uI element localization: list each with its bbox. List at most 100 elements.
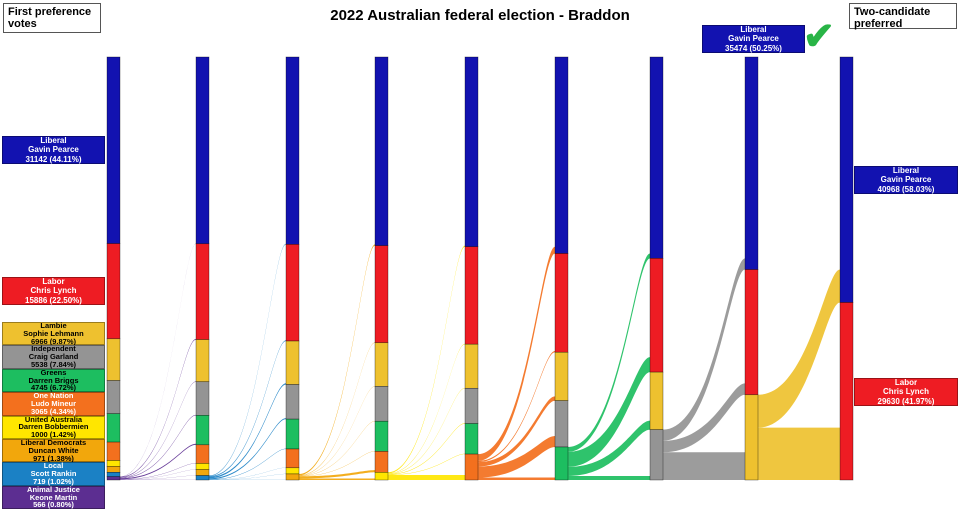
round-5-bar-GRN [464, 423, 479, 455]
flow-ribbon-AJP-to-ALP [120, 338, 196, 478]
candidate-votes: 971 (1.38%) [33, 453, 74, 463]
winner-votes: 35474 (50.25%) [725, 43, 782, 53]
flow-ribbon-JLN-to-ALP [758, 427, 840, 480]
round-2-bar-ON [195, 444, 210, 464]
flow-ribbon-ON-to-JLN [478, 396, 555, 467]
flow-ribbon-UAP-to-JLN [388, 387, 465, 475]
flow-ribbon-GRN-to-ALP [568, 357, 650, 467]
round-3-bar-IND [285, 384, 300, 420]
flow-ribbon-UAP-to-ALP [388, 343, 465, 474]
flow-ribbon-LCL-to-ALP [209, 340, 286, 477]
round-8-bar-ALP [744, 269, 759, 396]
tcp-liberal-label: Liberal Gavin Pearce 40968 (58.03%) [854, 166, 958, 194]
candidate-name: Darren Bobbermien [18, 422, 89, 432]
flow-ribbon-LDP-to-JLN [299, 386, 375, 476]
round-4-bar-IND [374, 386, 389, 422]
candidate-label-labor: Labor Chris Lynch 15886 (22.50%) [2, 277, 105, 305]
candidate-name: Craig Garland [28, 352, 79, 362]
candidate-party: Greens [40, 367, 67, 377]
round-1-bar-IND [106, 380, 121, 414]
candidate-label-greens: Greens Darren Briggs 4745 (6.72%) [2, 367, 105, 393]
candidate-party: Lambie [40, 321, 67, 330]
round-7-bar-IND [649, 429, 664, 481]
winner-party: Liberal [740, 25, 767, 35]
flow-ribbon-IND-to-LIB [663, 258, 745, 441]
candidate-name: Scott Rankin [30, 469, 77, 479]
flow-ribbon-ON-to-LIB [478, 246, 555, 461]
winner-label: Liberal Gavin Pearce 35474 (50.25%) [702, 25, 805, 53]
candidate-name: Chris Lynch [30, 286, 77, 296]
tcp-labor-votes: 29630 (41.97%) [877, 396, 935, 406]
round-2-bar-LCL [195, 475, 210, 481]
tcp-liberal-name: Gavin Pearce [880, 175, 932, 185]
candidate-party: Labor [42, 277, 65, 287]
first-preference-votes-box: First preference votes [3, 3, 101, 33]
round-4-bar-UAP [374, 472, 389, 481]
round-4-bar-GRN [374, 420, 389, 452]
flow-ribbon-AJP-to-GRN [120, 443, 196, 480]
candidate-label-liberal-democrats: Liberal Democrats Duncan White 971 (1.38%) [2, 438, 105, 463]
flow-ribbon-UAP-to-IND [388, 423, 465, 475]
round-4-bar-ALP [374, 245, 389, 344]
candidate-name: Gavin Pearce [28, 145, 79, 155]
round-7-bar-LIB [649, 56, 664, 259]
flow-ribbon-AJP-to-IND [120, 414, 196, 479]
round-2-bar-UAP [195, 463, 210, 470]
round-8-bar-LIB [744, 56, 759, 270]
round-2-bar-JLN [195, 339, 210, 383]
round-6-bar-GRN [554, 446, 569, 481]
round-3-bar-UAP [285, 467, 300, 475]
round-2-bar-ALP [195, 243, 210, 340]
candidate-party: Liberal Democrats [20, 438, 87, 447]
candidate-label-united-australia: United Australia Darren Bobbermien 1000 (1… [2, 414, 105, 439]
tcp-liberal-votes: 40968 (58.03%) [877, 184, 935, 194]
flow-ribbon-LCL-to-IND [209, 418, 286, 480]
candidate-votes: 566 (0.80%) [33, 500, 74, 509]
flow-ribbon-GRN-to-IND [568, 475, 650, 480]
candidate-votes: 6966 (9.87%) [30, 336, 77, 346]
flow-ribbon-UAP-to-GRN [388, 453, 465, 476]
winner-name: Gavin Pearce [728, 34, 779, 44]
candidate-party: Local [43, 461, 64, 471]
flow-ribbon-LDP-to-ALP [299, 342, 375, 476]
round-3-bar-ON [285, 448, 300, 469]
tcp-labor-label: Labor Chris Lynch 29630 (41.97%) [854, 378, 958, 406]
tcp-labor-name: Chris Lynch [883, 387, 929, 397]
tcp-liberal-party: Liberal [892, 166, 920, 176]
round-6-bar-JLN [554, 351, 569, 401]
round-1-bar-LCL [106, 472, 121, 477]
round-7-bar-JLN [649, 371, 664, 430]
round-5-bar-IND [464, 387, 479, 424]
candidate-votes: 3065 (4.34%) [30, 406, 77, 416]
candidate-party: United Australia [24, 414, 83, 424]
round-4-bar-JLN [374, 342, 389, 387]
flow-ribbon-UAP-to-ON [388, 475, 465, 480]
candidate-label-animal-justice: Animal Justice Keone Martin 566 (0.80%) [2, 484, 105, 509]
round-3-bar-LIB [285, 56, 300, 245]
round-1-bar-ON [106, 441, 121, 461]
round-3-bar-JLN [285, 340, 300, 385]
round-5-bar-JLN [464, 343, 479, 389]
flow-ribbon-LCL-to-JLN [209, 383, 286, 479]
candidate-votes: 31142 (44.11%) [25, 154, 82, 164]
flow-ribbon-LDP-to-ON [299, 470, 375, 479]
round-1-bar-AJP [106, 476, 121, 481]
flow-ribbon-JLN-to-LIB [758, 269, 840, 428]
round-9-bar-ALP [839, 302, 854, 481]
candidate-party: Liberal [40, 136, 67, 146]
round-4-bar-LIB [374, 56, 389, 246]
round-5-bar-ON [464, 453, 479, 481]
flow-ribbon-IND-to-JLN [663, 452, 745, 480]
round-1-bar-LIB [106, 56, 121, 244]
candidate-label-independent: Independent Craig Garland 5538 (7.84%) [2, 345, 105, 369]
round-9-bar-LIB [839, 56, 854, 303]
round-2-bar-LIB [195, 56, 210, 245]
round-1-bar-LDP [106, 466, 121, 473]
candidate-name: Duncan White [28, 445, 79, 455]
round-6-bar-IND [554, 400, 569, 448]
flow-ribbon-LDP-to-IND [299, 421, 375, 477]
candidate-name: Darren Briggs [28, 375, 79, 385]
round-7-bar-ALP [649, 258, 664, 373]
candidate-party: Animal Justice [27, 484, 80, 494]
